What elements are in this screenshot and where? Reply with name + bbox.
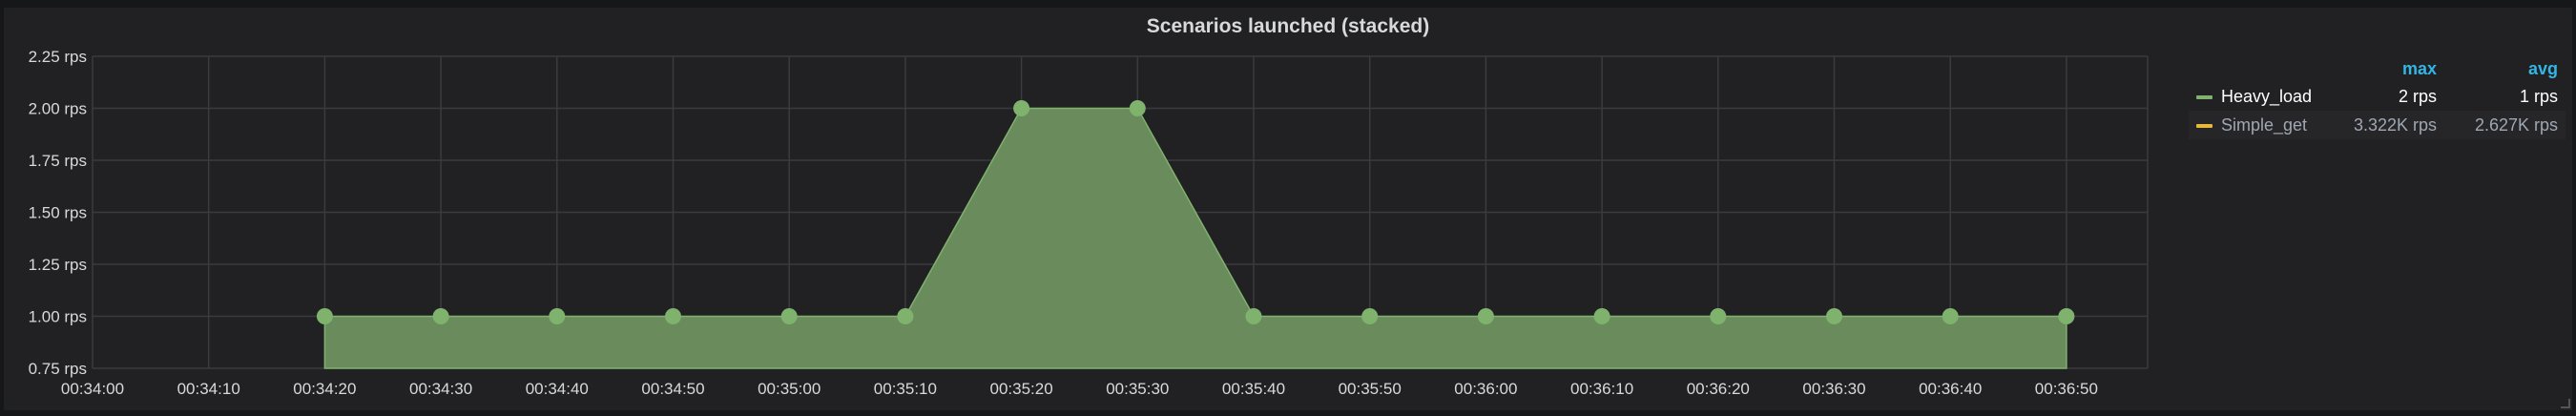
legend-item-avg: 2.627K rps [2474, 115, 2558, 135]
data-point [432, 308, 449, 324]
x-tick-label: 00:35:00 [758, 380, 821, 398]
y-tick-label: 1.50 rps [29, 204, 87, 222]
data-point [1942, 308, 1959, 324]
x-tick-label: 00:34:10 [177, 380, 240, 398]
x-axis-ticks: 00:34:00 00:34:10 00:34:20 00:34:30 00:34:40… [61, 380, 2098, 398]
legend-item-max: 3.322K rps [2353, 115, 2437, 135]
data-point [1477, 308, 1494, 324]
data-point [1129, 100, 1146, 116]
y-tick-label: 1.75 rps [29, 152, 87, 170]
y-tick-label: 1.00 rps [29, 308, 87, 326]
x-tick-label: 00:34:50 [641, 380, 704, 398]
x-tick-label: 00:34:40 [526, 380, 589, 398]
legend-header: max avg [2189, 55, 2566, 82]
data-point [1013, 100, 1030, 116]
legend-item-heavy-load[interactable]: Heavy_load 2 rps 1 rps [2189, 82, 2566, 111]
data-point [780, 308, 798, 324]
legend-swatch [2196, 124, 2212, 128]
legend-item-label[interactable]: Heavy_load [2221, 87, 2313, 106]
x-tick-label: 00:35:10 [874, 380, 937, 398]
x-tick-label: 00:36:50 [2035, 380, 2098, 398]
y-tick-label: 2.25 rps [29, 48, 87, 66]
legend-item-max: 2 rps [2398, 87, 2437, 106]
series-area-heavy-load [323, 107, 2067, 369]
data-point [897, 308, 914, 324]
x-tick-label: 00:35:20 [990, 380, 1053, 398]
x-tick-label: 00:34:30 [409, 380, 472, 398]
legend: max avg Heavy_load 2 rps 1 rps Simple_ge… [2189, 55, 2566, 139]
data-point [316, 308, 333, 324]
legend-item-avg: 1 rps [2519, 87, 2558, 106]
y-tick-label: 2.00 rps [29, 100, 87, 118]
x-tick-label: 00:35:50 [1339, 380, 1402, 398]
chart-canvas[interactable]: 0.75 rps 1.00 rps 1.25 rps 1.50 rps 1.75 rps… [4, 8, 2572, 410]
data-point [1710, 308, 1727, 324]
x-tick-label: 00:36:10 [1570, 380, 1633, 398]
x-tick-label: 00:35:40 [1222, 380, 1285, 398]
y-tick-label: 1.25 rps [29, 256, 87, 274]
graph-panel: Scenarios launched (stacked) 0.75 rps 1.0… [4, 8, 2572, 410]
data-point [665, 308, 681, 324]
legend-swatch [2196, 95, 2212, 99]
legend-header-max[interactable]: max [2401, 59, 2437, 78]
legend-header-avg[interactable]: avg [2527, 59, 2558, 78]
x-tick-label: 00:34:00 [61, 380, 124, 398]
x-tick-label: 00:36:40 [1919, 380, 1982, 398]
x-tick-label: 00:36:00 [1454, 380, 1517, 398]
x-tick-label: 00:34:20 [293, 380, 356, 398]
data-point [1826, 308, 1842, 324]
panel-resize-handle[interactable] [2561, 399, 2570, 408]
data-point [549, 308, 566, 324]
x-tick-label: 00:36:20 [1687, 380, 1750, 398]
data-point [1593, 308, 1610, 324]
data-point [1245, 308, 1262, 324]
legend-item-simple-get[interactable]: Simple_get 3.322K rps 2.627K rps [2189, 111, 2566, 139]
y-axis-ticks: 0.75 rps 1.00 rps 1.25 rps 1.50 rps 1.75 rps… [29, 48, 87, 378]
series-points [316, 100, 2075, 324]
x-tick-label: 00:36:30 [1802, 380, 1865, 398]
data-point [2058, 308, 2075, 324]
series-area [323, 107, 2067, 369]
y-tick-label: 0.75 rps [29, 360, 87, 378]
x-tick-label: 00:35:30 [1106, 380, 1169, 398]
legend-item-label[interactable]: Simple_get [2221, 115, 2308, 135]
panel-title[interactable]: Scenarios launched (stacked) [1146, 15, 1430, 37]
data-point [1361, 308, 1379, 324]
